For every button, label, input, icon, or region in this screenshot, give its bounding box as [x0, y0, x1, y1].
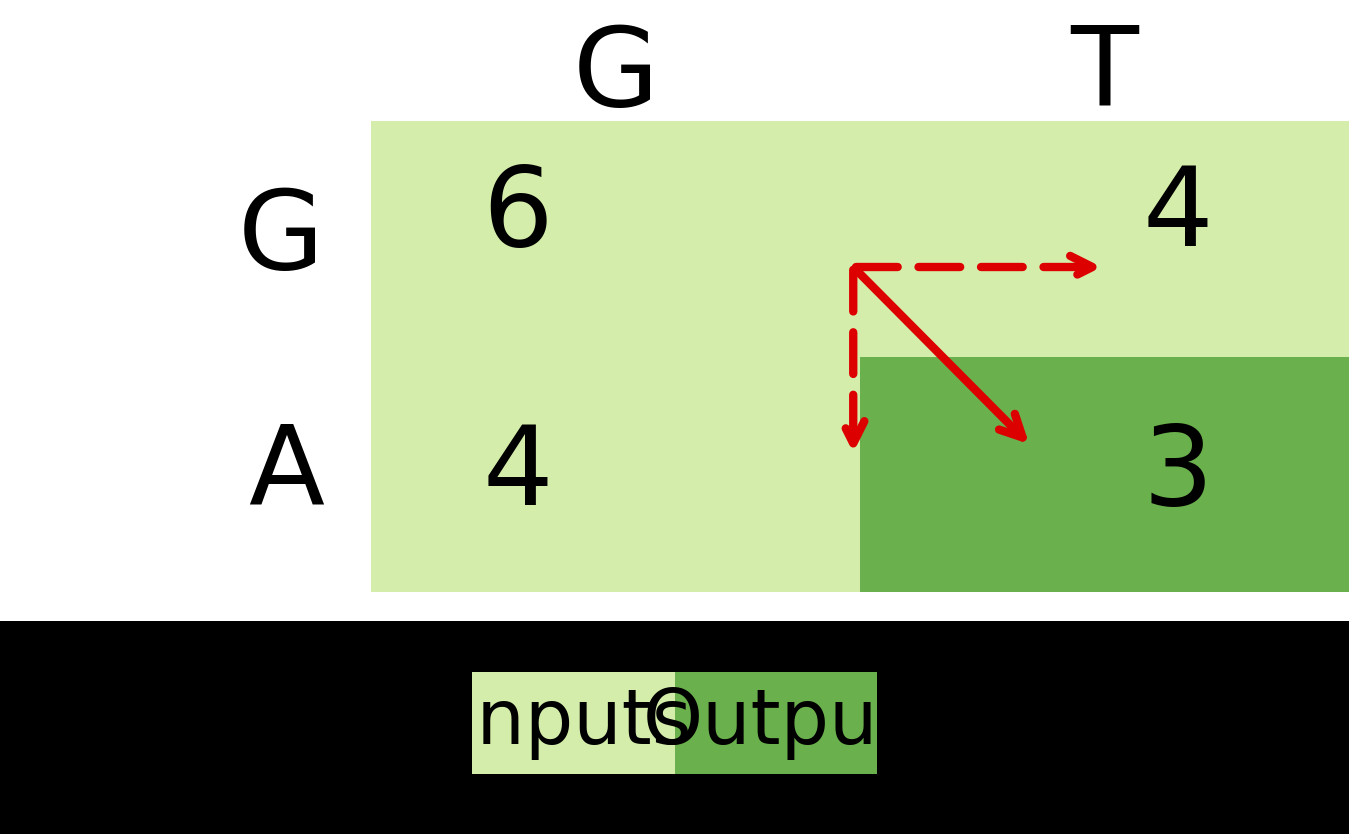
Text: Inputs: Inputs [455, 686, 692, 761]
Bar [674, 672, 877, 775]
Text: 6: 6 [483, 162, 553, 269]
Bar [472, 672, 674, 775]
Text: G: G [237, 185, 324, 292]
Text: T: T [1071, 22, 1139, 128]
Text: A: A [248, 421, 324, 528]
Text: 3: 3 [1143, 421, 1213, 528]
Bar [861, 121, 1349, 357]
Bar [371, 121, 861, 357]
Text: 4: 4 [1143, 162, 1213, 269]
Text: G: G [572, 22, 658, 128]
Text: Output: Output [643, 686, 908, 761]
Text: 4: 4 [483, 421, 553, 528]
Bar [861, 357, 1349, 592]
Bar [0, 621, 1349, 834]
Bar [371, 357, 861, 592]
